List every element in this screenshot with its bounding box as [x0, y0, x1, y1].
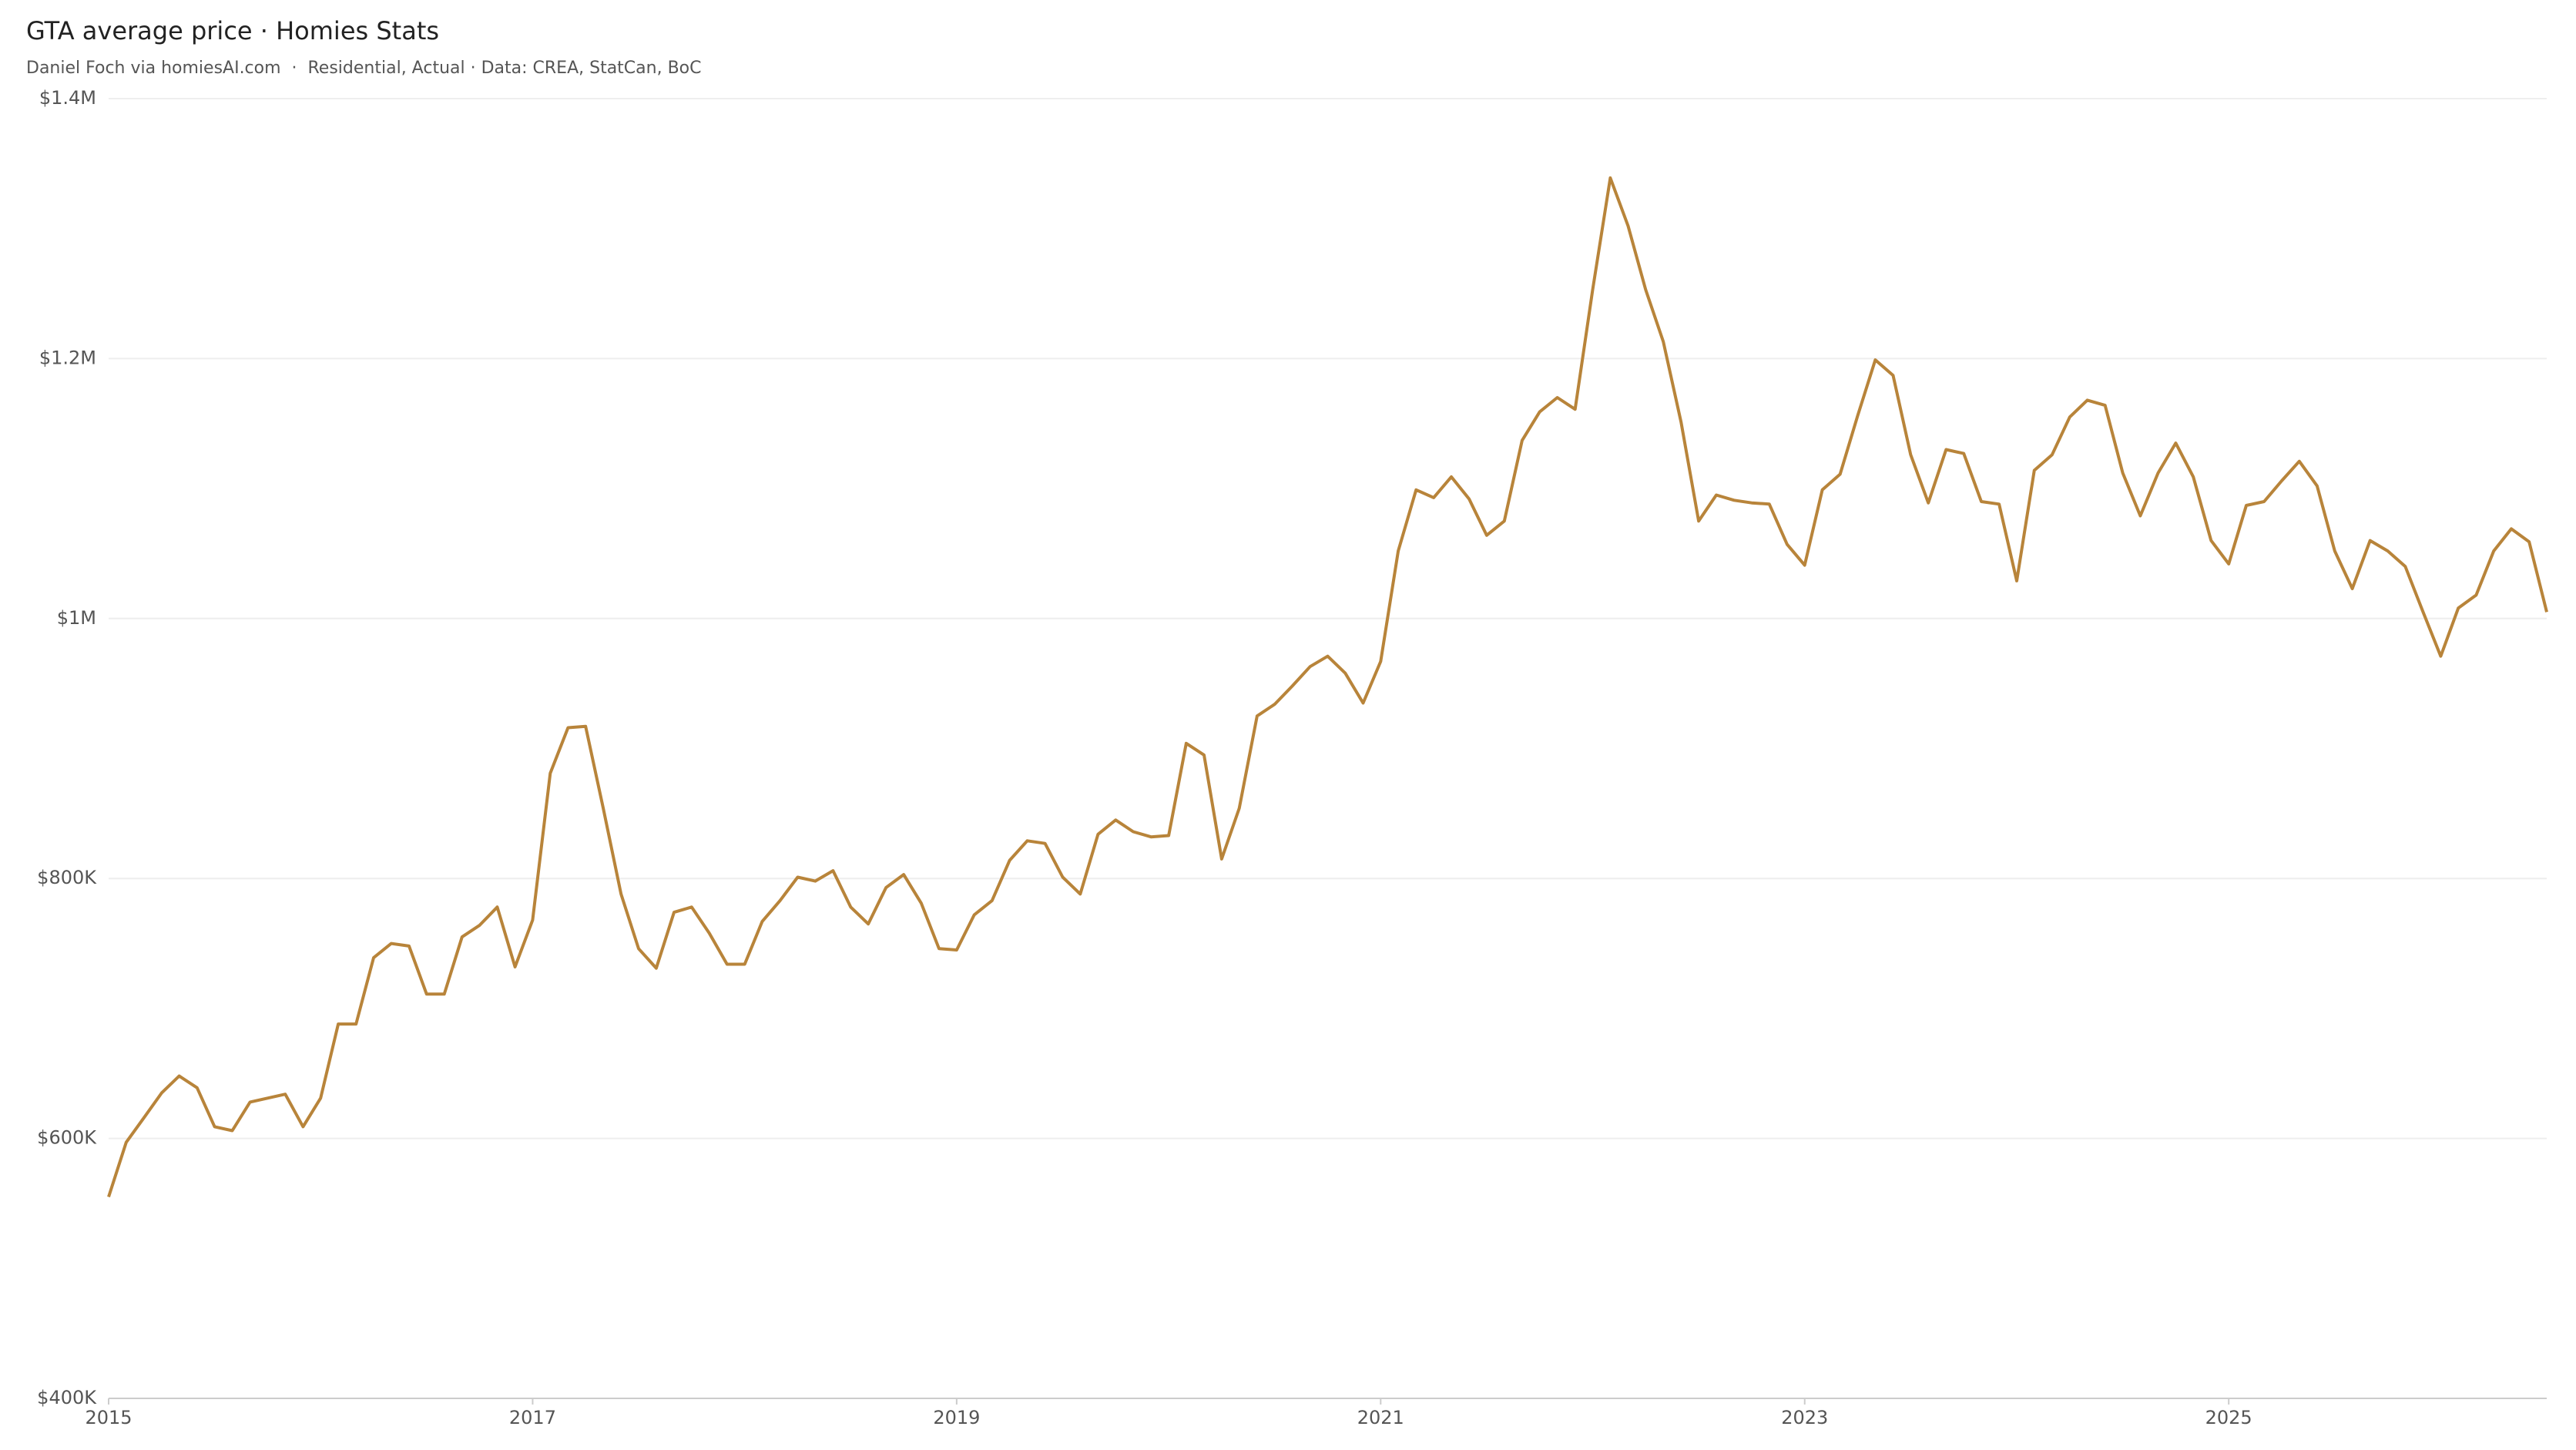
price-line [107, 176, 2548, 1198]
x-tick-label: 2015 [85, 1407, 132, 1428]
y-tick-label: $1.2M [39, 347, 96, 368]
y-tick-label: $1.4M [39, 87, 96, 109]
x-tick-label: 2021 [1357, 1407, 1404, 1428]
y-tick-label: $600K [37, 1127, 97, 1149]
y-tick-label: $1M [57, 607, 96, 629]
x-tick-label: 2019 [933, 1407, 980, 1428]
chart-subtitle: Daniel Foch via homiesAI.com · Residenti… [26, 59, 702, 78]
x-tick-label: 2025 [2205, 1407, 2252, 1428]
x-tick-label: 2023 [1781, 1407, 1828, 1428]
y-tick-label: $400K [37, 1387, 97, 1408]
y-tick-label: $800K [37, 867, 97, 888]
x-tick-label: 2017 [509, 1407, 556, 1428]
chart-title: GTA average price · Homies Stats [26, 16, 439, 45]
